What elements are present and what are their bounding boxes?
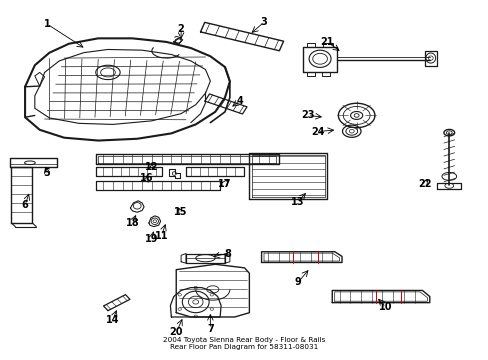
Text: 8: 8 <box>224 248 230 258</box>
Text: 10: 10 <box>378 302 392 312</box>
Text: 19: 19 <box>145 234 158 244</box>
Text: 18: 18 <box>125 218 139 228</box>
Text: 3: 3 <box>260 17 267 27</box>
Text: 21: 21 <box>320 37 333 47</box>
Text: 2: 2 <box>177 24 184 35</box>
Text: 11: 11 <box>155 231 168 240</box>
Text: 7: 7 <box>206 324 213 334</box>
Text: 22: 22 <box>417 179 431 189</box>
Text: 5: 5 <box>43 168 50 178</box>
Text: 24: 24 <box>310 127 324 136</box>
Text: 2004 Toyota Sienna Rear Body - Floor & Rails
Rear Floor Pan Diagram for 58311-08: 2004 Toyota Sienna Rear Body - Floor & R… <box>163 337 325 350</box>
Text: 13: 13 <box>291 197 304 207</box>
Text: 16: 16 <box>140 173 153 183</box>
Text: 6: 6 <box>21 200 28 210</box>
Text: 9: 9 <box>294 277 301 287</box>
Text: 12: 12 <box>145 162 158 172</box>
Text: 14: 14 <box>106 315 120 325</box>
Text: 17: 17 <box>218 179 231 189</box>
Text: 4: 4 <box>236 96 243 106</box>
Text: 20: 20 <box>169 327 183 337</box>
Text: 15: 15 <box>174 207 187 217</box>
Text: 23: 23 <box>301 111 314 121</box>
Text: 1: 1 <box>43 19 50 29</box>
